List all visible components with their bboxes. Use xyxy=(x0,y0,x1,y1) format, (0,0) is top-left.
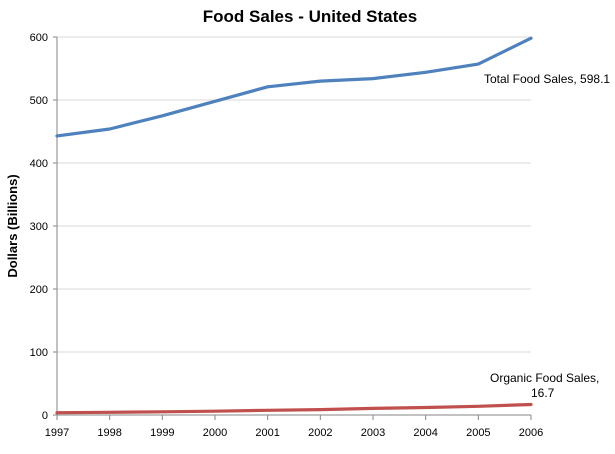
y-tick-label: 300 xyxy=(30,221,48,233)
series-line-total-food-sales xyxy=(55,36,533,138)
x-tick-label: 1999 xyxy=(150,427,174,439)
x-tick-label: 1998 xyxy=(97,427,121,439)
y-tick-label: 200 xyxy=(30,284,48,296)
series-end-label: Organic Food Sales, xyxy=(490,371,599,385)
series-line-organic-food-sales xyxy=(55,402,533,415)
series-end-label: Total Food Sales, 598.1 xyxy=(484,72,610,86)
chart-title: Food Sales - United States xyxy=(203,7,417,26)
y-tick-label: 100 xyxy=(30,347,48,359)
y-axis-label: Dollars (Billions) xyxy=(5,174,20,277)
x-tick-label: 2001 xyxy=(255,427,279,439)
y-tick-label: 500 xyxy=(30,95,48,107)
gridlines xyxy=(57,36,531,353)
x-tick-label: 1997 xyxy=(45,427,69,439)
y-tick-label: 0 xyxy=(42,410,48,422)
x-tick-label: 2000 xyxy=(203,427,227,439)
series-end-label: 16.7 xyxy=(531,386,555,400)
x-tick-label: 2002 xyxy=(308,427,332,439)
axes: 0 100 200 300 400 500 600 1997 1998 1999 2000 2001 2… xyxy=(30,32,544,439)
x-tick-label: 2005 xyxy=(466,427,490,439)
y-tick-label: 600 xyxy=(30,32,48,44)
x-tick-label: 2004 xyxy=(413,427,437,439)
series-lines xyxy=(55,36,533,415)
x-tick-label: 2003 xyxy=(361,427,385,439)
series-labels: Total Food Sales, 598.1 Organic Food Sale… xyxy=(484,72,610,400)
x-tick-label: 2006 xyxy=(519,427,543,439)
y-tick-label: 400 xyxy=(30,158,48,170)
